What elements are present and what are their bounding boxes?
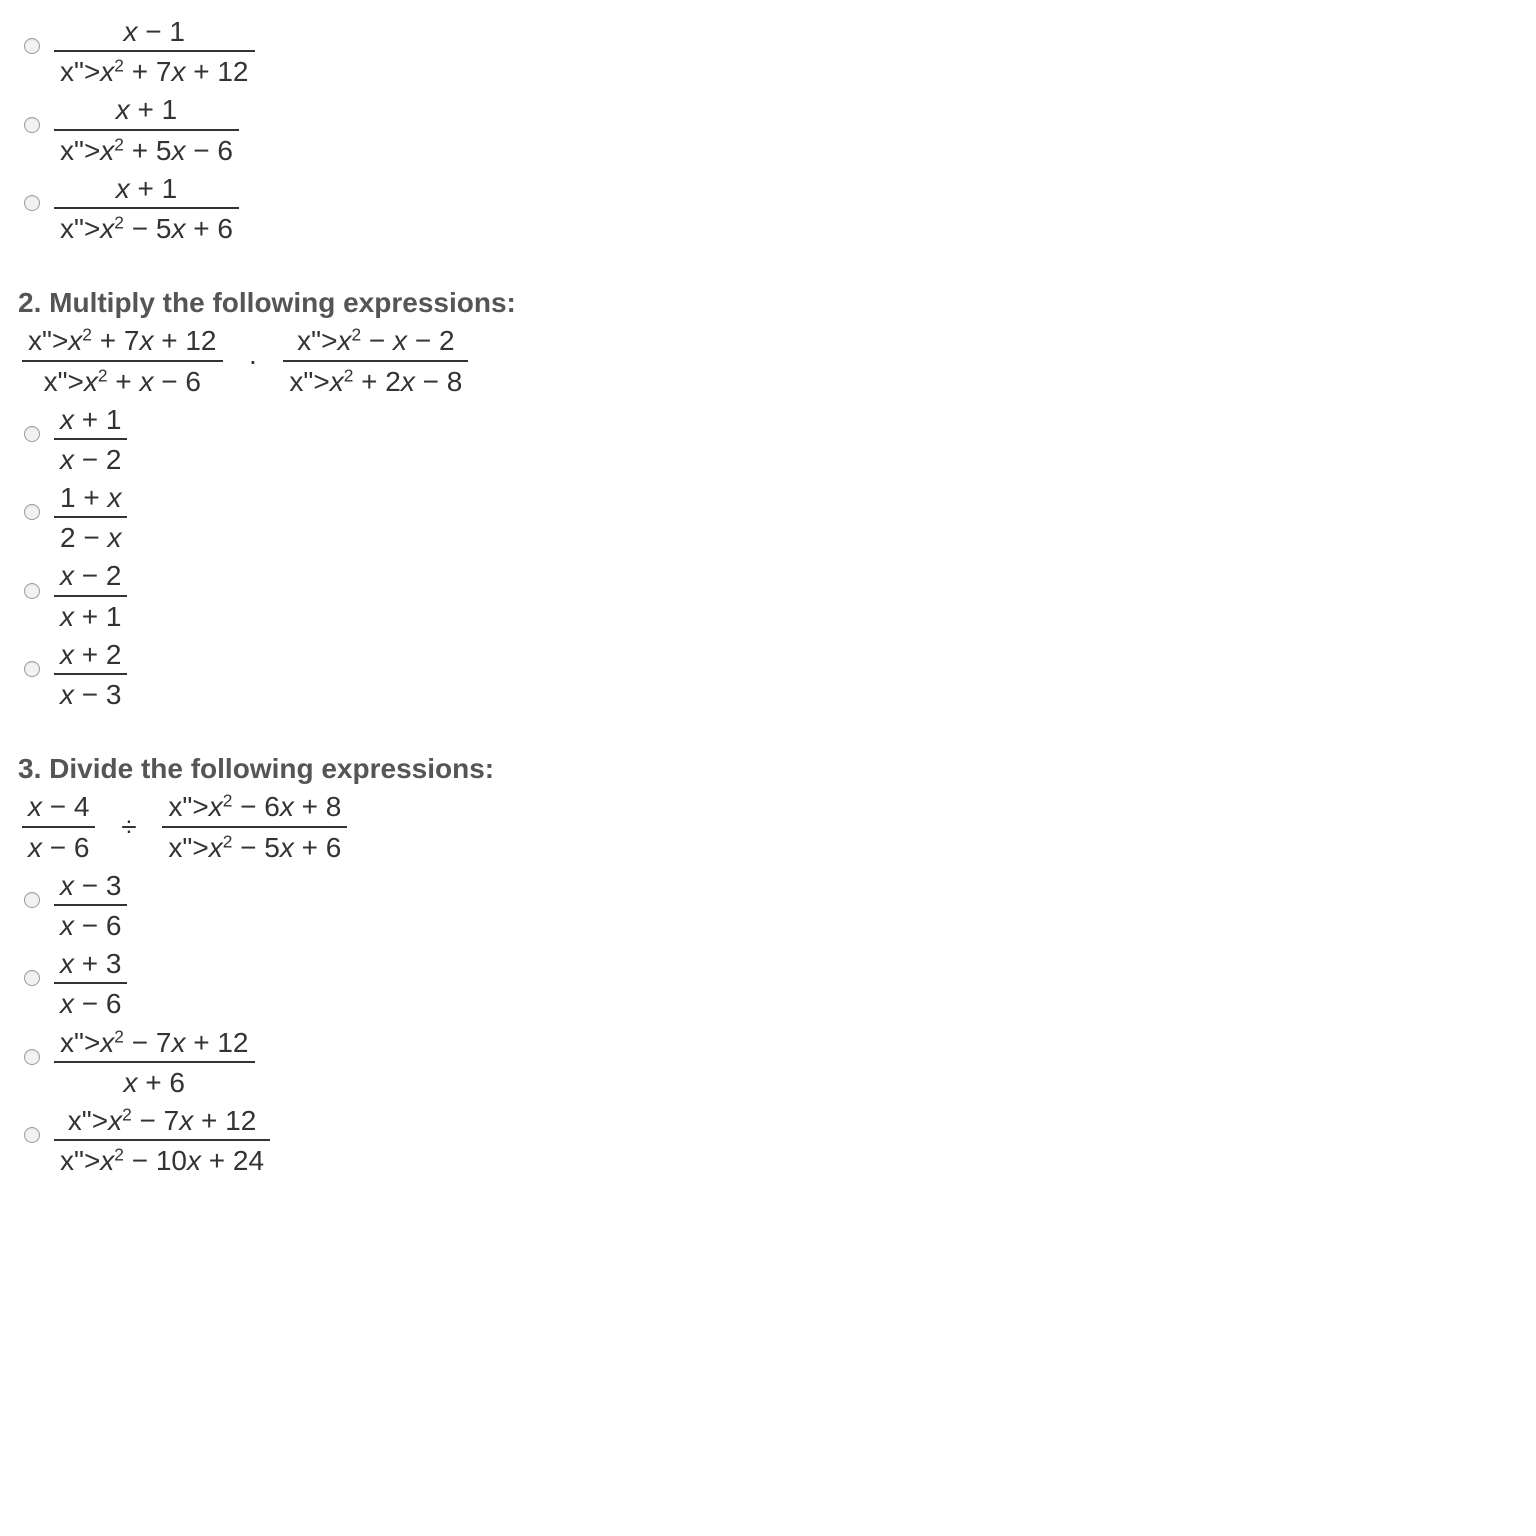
q2-prompt: 2. Multiply the following expressions: <box>18 287 1518 319</box>
option-fraction: x − 1x">x2 + 7x + 12 <box>50 16 259 88</box>
radio-icon[interactable] <box>24 1127 40 1143</box>
radio-icon[interactable] <box>24 38 40 54</box>
q1-options: x − 1x">x2 + 7x + 12x + 1x">x2 + 5x − 6x… <box>18 16 1518 245</box>
option-fraction: x + 1x">x2 + 5x − 6 <box>50 94 243 166</box>
option-fraction: x + 1x">x2 − 5x + 6 <box>50 173 243 245</box>
cropped-previous-option: x">x2 + 7x + 12 <box>74 0 1518 10</box>
answer-option[interactable]: x − 1x">x2 + 7x + 12 <box>24 16 1518 88</box>
radio-icon[interactable] <box>24 892 40 908</box>
q3-options: x − 3x − 6x + 3x − 6x">x2 − 7x + 12x + 6… <box>18 870 1518 1178</box>
q2-options: x + 1x − 21 + x2 − xx − 2x + 1x + 2x − 3 <box>18 404 1518 712</box>
q2-expression: x">x2 + 7x + 12x">x2 + x − 6 · x">x2 − x… <box>18 325 1518 397</box>
radio-icon[interactable] <box>24 970 40 986</box>
radio-icon[interactable] <box>24 117 40 133</box>
option-fraction: x + 3x − 6 <box>50 948 131 1020</box>
answer-option[interactable]: x + 1x">x2 + 5x − 6 <box>24 94 1518 166</box>
radio-icon[interactable] <box>24 1049 40 1065</box>
radio-icon[interactable] <box>24 661 40 677</box>
q3-exp-left: x − 4x − 6 <box>18 791 99 863</box>
answer-option[interactable]: x + 3x − 6 <box>24 948 1518 1020</box>
q2-exp-left: x">x2 + 7x + 12x">x2 + x − 6 <box>18 325 227 397</box>
radio-icon[interactable] <box>24 195 40 211</box>
radio-icon[interactable] <box>24 504 40 520</box>
q2-prompt-text: Multiply the following expressions: <box>49 287 516 318</box>
radio-icon[interactable] <box>24 426 40 442</box>
multiply-operator: · <box>234 345 271 377</box>
answer-option[interactable]: x + 2x − 3 <box>24 639 1518 711</box>
radio-icon[interactable] <box>24 583 40 599</box>
answer-option[interactable]: x">x2 − 7x + 12x + 6 <box>24 1027 1518 1099</box>
option-fraction: x + 2x − 3 <box>50 639 131 711</box>
answer-option[interactable]: x + 1x − 2 <box>24 404 1518 476</box>
option-fraction: x + 1x − 2 <box>50 404 131 476</box>
answer-option[interactable]: x − 2x + 1 <box>24 560 1518 632</box>
divide-operator: ÷ <box>107 811 150 843</box>
answer-option[interactable]: 1 + x2 − x <box>24 482 1518 554</box>
option-fraction: x">x2 − 7x + 12x">x2 − 10x + 24 <box>50 1105 274 1177</box>
answer-option[interactable]: x − 3x − 6 <box>24 870 1518 942</box>
q3-prompt-text: Divide the following expressions: <box>49 753 494 784</box>
q3-prompt: 3. Divide the following expressions: <box>18 753 1518 785</box>
option-fraction: x − 3x − 6 <box>50 870 131 942</box>
q3-number: 3. <box>18 753 41 784</box>
q2-number: 2. <box>18 287 41 318</box>
q3-exp-right: x">x2 − 6x + 8x">x2 − 5x + 6 <box>158 791 351 863</box>
q3-expression: x − 4x − 6 ÷ x">x2 − 6x + 8x">x2 − 5x + … <box>18 791 1518 863</box>
option-fraction: x − 2x + 1 <box>50 560 131 632</box>
q2-exp-right: x">x2 − x − 2x">x2 + 2x − 8 <box>279 325 472 397</box>
answer-option[interactable]: x">x2 − 7x + 12x">x2 − 10x + 24 <box>24 1105 1518 1177</box>
option-fraction: 1 + x2 − x <box>50 482 131 554</box>
answer-option[interactable]: x + 1x">x2 − 5x + 6 <box>24 173 1518 245</box>
option-fraction: x">x2 − 7x + 12x + 6 <box>50 1027 259 1099</box>
